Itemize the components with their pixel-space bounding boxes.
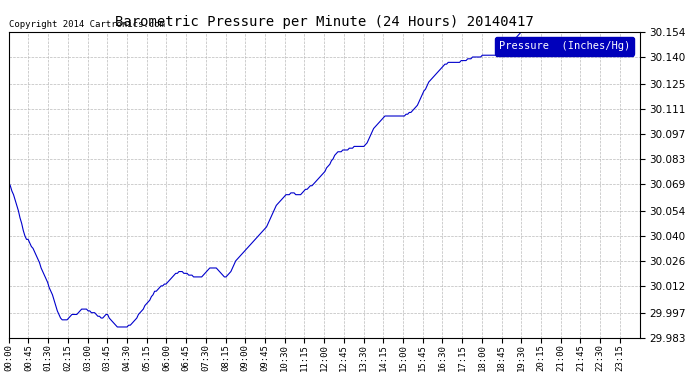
Text: Copyright 2014 Cartronics.com: Copyright 2014 Cartronics.com [9, 20, 165, 29]
Title: Barometric Pressure per Minute (24 Hours) 20140417: Barometric Pressure per Minute (24 Hours… [115, 15, 533, 29]
Legend: Pressure  (Inches/Hg): Pressure (Inches/Hg) [495, 37, 634, 56]
